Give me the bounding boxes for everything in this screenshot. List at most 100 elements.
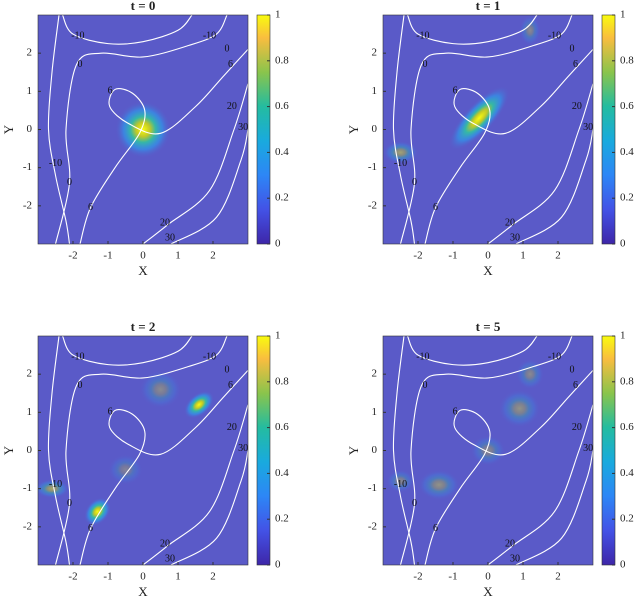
x-tick-label: 1 [520,571,526,583]
colorbar-tick-label: 0.8 [620,375,634,387]
colorbar-tick-label: 1 [275,9,281,21]
contour-label: 6 [433,202,438,213]
contour-label: 0 [423,59,428,70]
contour-label: 20 [572,422,582,433]
colorbar-tick-label: 0.6 [620,421,634,433]
contour-label: -10 [203,30,216,41]
contour-label: 0 [570,44,575,55]
background [38,336,248,565]
contour-label: -10 [49,479,62,490]
contour-line [392,15,416,244]
contour-label: 20 [160,538,170,549]
x-tick-label: 2 [555,571,561,583]
y-axis-label: Y [346,445,361,455]
contour-label: 30 [510,233,520,244]
contour-label: 6 [88,523,93,534]
x-tick-label: -2 [68,250,77,262]
contour-line [142,404,248,565]
contour-label: 20 [505,217,515,228]
y-tick-label: 2 [372,47,378,59]
y-tick-label: 2 [27,47,33,59]
contour-label: 6 [573,59,578,70]
colorbar-tick-label: 0.8 [275,54,289,66]
colorbar-tick-label: 1 [620,330,626,342]
colorbar-tick-label: 0 [620,238,626,250]
x-tick-label: 0 [485,571,491,583]
contour-label: 30 [583,122,593,133]
contour-label: -10 [416,30,429,41]
contour-label: 6 [573,380,578,391]
contour-label: -10 [394,479,407,490]
y-tick-label: 1 [372,85,378,97]
contour-line [61,336,193,366]
contour-line [515,450,593,565]
y-tick-label: -2 [23,520,32,532]
contour-label: -10 [416,351,429,362]
x-tick-label: 0 [140,571,146,583]
contour-label: 6 [108,407,113,418]
contour-line [399,336,573,565]
contour-label: 0 [412,498,417,509]
x-tick-label: 1 [175,571,181,583]
contour-label: -10 [49,158,62,169]
contour-label: 30 [165,554,175,565]
contour-label: 0 [67,498,72,509]
intensity-blob [516,358,544,390]
x-tick-label: 0 [485,250,491,262]
colorbar-tick-label: 0.4 [275,146,289,158]
colorbar-tick-label: 0 [275,559,281,571]
intensity-blob [418,469,460,501]
contour-label: -10 [394,158,407,169]
contour-line [406,336,538,366]
contour-label: 20 [505,538,515,549]
contour-line [392,336,416,565]
x-tick-label: -1 [448,250,457,262]
colorbar-tick-label: 1 [620,9,626,21]
y-tick-label: 1 [27,406,33,418]
contour-label: 0 [78,380,83,391]
intensity-blob [139,370,182,409]
contour-label: 20 [227,101,237,112]
contour-label: -10 [71,30,84,41]
colorbar [256,14,271,245]
contour-label: 6 [228,59,233,70]
contour-label: 0 [67,177,72,188]
y-tick-label: -1 [368,161,377,173]
contour-label: -10 [548,30,561,41]
y-tick-label: -1 [23,161,32,173]
contour-label: 0 [412,177,417,188]
x-tick-label: 2 [555,250,561,262]
intensity-blob [386,469,415,493]
intensity-blob [470,435,506,466]
chart-title: t = 2 [131,319,156,334]
contour-line [54,336,228,565]
contour-label: 0 [423,380,428,391]
intensity-blob [108,454,143,485]
contour-line [487,404,593,565]
contour-line [406,15,538,45]
y-tick-label: 2 [27,368,33,380]
x-axis-label: X [138,584,148,599]
contour-line [487,83,593,244]
x-axis-label: X [138,263,148,278]
y-axis-label: Y [1,445,16,455]
contour-label: 30 [583,443,593,454]
contour-line [47,15,71,244]
x-tick-label: 1 [175,250,181,262]
contour-line [515,129,593,244]
x-tick-label: 1 [520,250,526,262]
contour-label: 30 [238,443,248,454]
y-axis-label: Y [1,124,16,134]
colorbar-tick-label: 0.4 [275,467,289,479]
contour-label: 6 [433,523,438,534]
y-tick-label: -1 [368,482,377,494]
contour-label: -10 [203,351,216,362]
intensity-blob [498,389,541,428]
